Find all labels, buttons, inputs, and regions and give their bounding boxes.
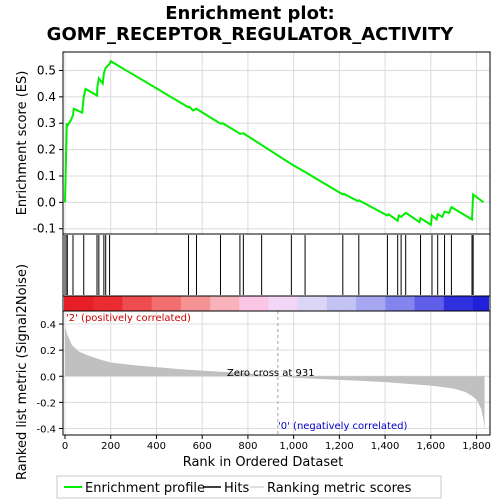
zero-cross-label: Zero cross at 931 xyxy=(227,368,315,379)
es-ytick-label-3: 0.2 xyxy=(37,143,56,157)
color-bar-segment-6 xyxy=(239,296,270,311)
metric-ytick-label-4: 0.4 xyxy=(40,320,56,331)
color-bar-segment-2 xyxy=(122,296,153,311)
x-tick-label-1: 200 xyxy=(101,441,120,452)
legend-metric-label: Ranking metric scores xyxy=(267,481,412,496)
color-bar-segment-1 xyxy=(93,296,124,311)
color-bar-segment-5 xyxy=(210,296,240,311)
color-bar-segment-0 xyxy=(64,296,94,311)
color-bar-segment-3 xyxy=(151,296,182,311)
metric-y-axis-label: Ranked list metric (Signal2Noise) xyxy=(15,264,30,480)
es-ytick-label-2: 0.1 xyxy=(37,169,56,183)
x-tick-label-0: 0 xyxy=(62,441,68,452)
x-tick-label-6: 1,200 xyxy=(325,441,354,452)
positive-correlation-label: '2' (positively correlated) xyxy=(66,313,191,324)
ranking-color-bar xyxy=(64,296,489,311)
ranking-metric-area xyxy=(65,326,485,430)
es-ytick-label-4: 0.3 xyxy=(37,116,56,130)
es-y-axis-ticks: -0.1 0.0 0.1 0.2 0.3 0.4 0.5 xyxy=(33,63,63,236)
color-bar-segment-4 xyxy=(180,296,211,311)
es-ytick-label-0: -0.1 xyxy=(33,222,56,236)
metric-ytick-label-2: 0.0 xyxy=(40,372,56,383)
es-ytick-label-1: 0.0 xyxy=(37,195,56,209)
x-tick-label-2: 400 xyxy=(147,441,166,452)
es-ytick-label-6: 0.5 xyxy=(37,63,56,77)
x-tick-label-8: 1,600 xyxy=(417,441,446,452)
color-bar-segment-end xyxy=(473,296,489,311)
x-axis-ticks: 0 200 400 600 800 1,000 1,200 1,400 1,600 1,800 xyxy=(62,435,491,452)
x-tick-label-5: 1,000 xyxy=(279,441,308,452)
x-tick-label-7: 1,400 xyxy=(371,441,400,452)
x-tick-label-9: 1,800 xyxy=(462,441,491,452)
es-gridlines xyxy=(63,52,490,234)
es-ytick-label-5: 0.4 xyxy=(37,90,56,104)
x-tick-label-3: 600 xyxy=(193,441,212,452)
es-y-axis-label: Enrichment score (ES) xyxy=(15,71,30,216)
metric-panel-frame xyxy=(62,310,491,436)
color-bar-segment-7 xyxy=(268,296,299,311)
color-bar-segment-10 xyxy=(356,296,386,311)
chart-subtitle: GOMF_RECEPTOR_REGULATOR_ACTIVITY xyxy=(47,24,455,45)
metric-ytick-label-1: -0.2 xyxy=(36,398,56,409)
metric-y-axis-ticks: -0.4 -0.2 0.0 0.2 0.4 xyxy=(36,320,63,435)
chart-title: Enrichment plot: xyxy=(165,3,335,24)
hit-markers xyxy=(64,235,474,295)
hits-panel-frame xyxy=(62,233,491,297)
enrichment-profile-line xyxy=(64,59,485,227)
color-bar-segment-12 xyxy=(414,296,445,311)
metric-ytick-label-0: -0.4 xyxy=(36,424,56,435)
x-axis-label: Rank in Ordered Dataset xyxy=(183,455,344,470)
color-bar-segment-8 xyxy=(297,296,328,311)
legend-hits-label: Hits xyxy=(224,481,249,496)
legend: Enrichment profile Hits Ranking metric s… xyxy=(56,475,442,499)
color-bar-segment-11 xyxy=(385,296,416,311)
es-panel-frame xyxy=(62,51,491,235)
negative-correlation-label: '0' (negatively correlated) xyxy=(278,421,407,432)
metric-ytick-label-3: 0.2 xyxy=(40,346,56,357)
color-bar-segment-13 xyxy=(443,296,474,311)
legend-box xyxy=(56,475,442,499)
x-tick-label-4: 800 xyxy=(238,441,257,452)
legend-enrichment-label: Enrichment profile xyxy=(85,481,205,496)
color-bar-segment-9 xyxy=(326,296,357,311)
